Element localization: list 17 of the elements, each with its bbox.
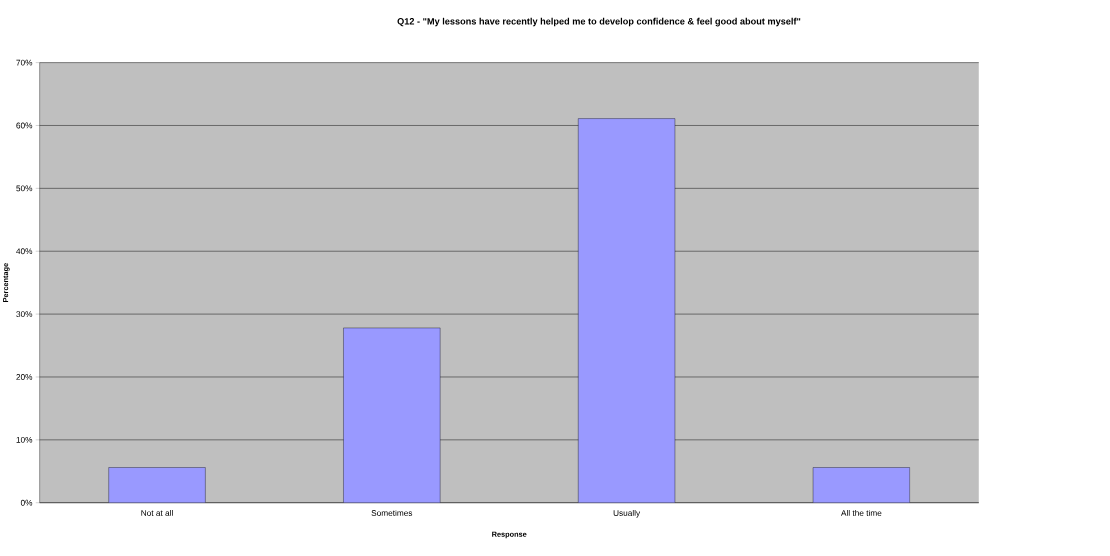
y-tick-label: 30%	[16, 311, 33, 317]
y-tick-label: 70%	[16, 59, 33, 66]
bar	[343, 327, 441, 503]
chart-title: Q12 - "My lessons have recently helped me to develop confidence & feel good about myself"	[397, 17, 801, 27]
y-tick-label: 20%	[16, 373, 33, 380]
y-tick-label: 50%	[16, 185, 33, 192]
y-tick-label: 40%	[16, 248, 33, 255]
x-tick-label: Not at all	[141, 509, 173, 516]
x-tick-label: All the time	[840, 509, 882, 516]
y-tick-label: 60%	[16, 122, 33, 129]
y-tick-label: 0%	[20, 499, 33, 506]
x-tick-label: Sometimes	[371, 509, 413, 516]
bar	[108, 467, 206, 503]
x-tick-label: Usually	[613, 509, 641, 518]
bar	[578, 118, 676, 503]
y-tick-label: 10%	[16, 436, 33, 443]
bar	[812, 467, 910, 503]
